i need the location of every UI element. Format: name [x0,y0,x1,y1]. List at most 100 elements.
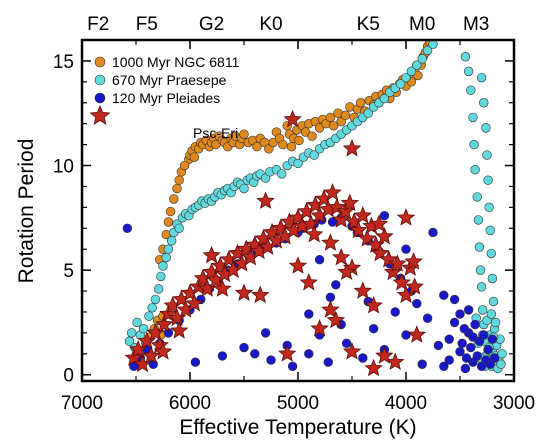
legend-marker-3 [89,104,111,125]
star-point [256,191,275,209]
spectral-type-label: G2 [199,14,224,35]
x-tick-label: 4000 [385,393,427,414]
data-point [294,135,304,146]
data-point [490,317,501,328]
data-point [217,351,228,361]
data-point [449,317,460,328]
star-point [305,224,324,243]
data-point [166,236,177,246]
data-point [252,141,262,152]
spectral-type-label: M0 [409,14,435,35]
data-point [325,112,336,123]
data-point [444,334,454,344]
star-point [234,283,254,301]
data-point [433,340,444,351]
data-point [239,129,249,139]
star-point [375,346,394,364]
data-point [487,334,498,344]
star-point [357,229,377,247]
data-point [468,332,478,342]
legend-marker-0 [94,56,106,68]
star-point [369,214,389,232]
data-point [293,158,303,169]
data-point [239,342,249,353]
star-point [283,109,302,128]
star-point [353,281,372,299]
data-point [439,290,449,300]
star-point [202,245,221,264]
data-point [483,344,493,355]
data-point [463,305,474,315]
star-point [124,348,144,366]
legend-marker-2 [94,92,106,104]
x-tick-label: 5000 [277,393,319,414]
y-tick-label: 0 [63,366,74,387]
data-point [179,160,190,171]
data-point [379,211,390,221]
data-point [341,338,352,349]
data-point [406,66,417,77]
data-point [278,139,288,150]
data-point [401,72,411,83]
star-point [170,321,189,339]
data-point [153,284,164,294]
data-point [479,330,489,340]
star-point [370,243,390,262]
series-1 [124,40,507,374]
star-point [392,273,411,291]
data-point [475,265,486,275]
data-point [486,309,497,319]
data-point [469,139,479,150]
data-point [479,98,489,108]
star-point [375,226,394,245]
data-point [460,363,471,374]
data-point [158,261,168,271]
spectral-type-label: F2 [87,14,109,35]
data-point [449,294,460,305]
spectral-type-label: M3 [463,14,489,35]
star-point [326,310,345,329]
star-point [159,304,178,322]
star-point [383,262,403,281]
data-point [144,311,154,321]
star-point [337,262,356,281]
legend-label: 120 Myr Pleiades [112,90,220,106]
star-point [327,197,347,216]
y-tick-label: 5 [63,261,74,282]
star-point [332,210,351,228]
star-point [153,342,173,360]
data-point [163,217,174,227]
data-point [483,175,493,185]
star-point [278,344,297,362]
data-point [497,349,507,359]
star-point [407,325,426,343]
data-point [417,359,427,369]
series-3 [124,109,426,377]
star-point [185,293,204,312]
data-point [147,303,157,313]
data-point [417,54,427,64]
data-point [457,338,467,349]
x-tick-label: 3000 [493,393,535,414]
data-point [482,150,492,160]
star-point [353,206,372,224]
data-point [489,353,500,363]
data-point [277,169,287,179]
data-point [470,319,480,330]
data-point [331,280,341,290]
star-point [323,183,342,201]
data-point [472,192,482,202]
star-point [321,300,340,318]
y-tick-label: 15 [53,52,74,73]
data-point [368,324,379,334]
star-point [396,208,416,226]
data-point [460,52,471,62]
data-point [379,93,390,104]
spectral-type-label: F5 [136,14,158,35]
data-point [486,248,497,259]
data-point [463,66,474,77]
data-point [474,242,485,252]
star-point [364,358,383,377]
data-point [428,227,438,238]
